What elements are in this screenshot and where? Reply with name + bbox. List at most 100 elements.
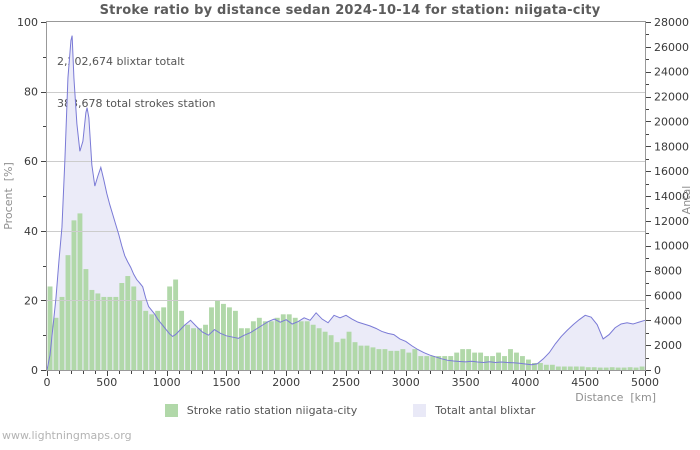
- y-right-tick-label: 14000: [654, 190, 689, 203]
- ratio-bar: [603, 367, 609, 370]
- ratio-bar: [633, 367, 639, 370]
- total-strokes-line: [46, 35, 646, 371]
- ratio-bar: [47, 286, 53, 370]
- y-right-tick-label: 24000: [654, 66, 689, 79]
- ratio-bar: [262, 321, 268, 370]
- y-right-tick-label: 28000: [654, 16, 689, 29]
- ratio-bar: [53, 317, 59, 370]
- ratio-bar: [274, 317, 280, 370]
- ratio-bar: [107, 296, 113, 370]
- ratio-bar: [256, 317, 262, 370]
- ratio-bar: [597, 367, 603, 370]
- ratio-bar: [418, 356, 424, 370]
- ratio-bar: [89, 289, 95, 370]
- ratio-bar: [310, 324, 316, 370]
- ratio-bar: [155, 310, 161, 370]
- ratio-bar: [83, 269, 89, 370]
- y-left-tick-label: 80: [24, 86, 38, 99]
- ratio-bar: [268, 321, 274, 370]
- ratio-bar: [286, 314, 292, 370]
- ratio-bar: [209, 307, 214, 370]
- ratio-bar: [621, 367, 627, 370]
- ratio-bar: [197, 328, 202, 370]
- ratio-bar: [250, 321, 256, 370]
- x-tick-label: 4500: [571, 376, 599, 389]
- ratio-bar: [167, 286, 173, 370]
- ratio-bar: [173, 279, 179, 370]
- ratio-bar: [71, 220, 77, 370]
- ratio-bar: [65, 255, 71, 370]
- ratio-bar: [585, 367, 591, 370]
- ratio-bar: [502, 356, 507, 370]
- y-right-tick-label: 8000: [654, 265, 682, 278]
- ratio-bar: [490, 356, 495, 370]
- ratio-bar: [364, 345, 370, 370]
- ratio-bar: [436, 356, 442, 370]
- y-right-tick-label: 26000: [654, 41, 689, 54]
- ratio-bar: [484, 356, 490, 370]
- y-axis-right-title: Antal: [680, 186, 693, 215]
- ratio-bar: [149, 314, 155, 370]
- ratio-bar: [137, 300, 143, 370]
- ratio-bar: [215, 300, 220, 370]
- ratio-bar: [298, 321, 304, 370]
- x-tick-label: 4000: [511, 376, 539, 389]
- total-strokes-swatch: [413, 404, 427, 417]
- ratio-bar: [555, 366, 561, 370]
- ratio-bar: [561, 366, 567, 370]
- ratio-bar: [238, 328, 244, 370]
- ratio-bar: [161, 307, 167, 370]
- ratio-bar: [227, 307, 232, 370]
- x-tick-label: 1000: [153, 376, 181, 389]
- ratio-bar: [59, 296, 65, 370]
- y-right-tick-label: 22000: [654, 91, 689, 104]
- ratio-bar: [388, 350, 394, 370]
- y-right-tick-label: 16000: [654, 165, 689, 178]
- x-tick-label: 3500: [452, 376, 480, 389]
- y-left-tick-label: 0: [31, 364, 38, 377]
- ratio-bar: [466, 349, 472, 370]
- ratio-bar: [376, 349, 382, 370]
- ratio-bar: [579, 366, 585, 370]
- y-right-tick-label: 12000: [654, 215, 689, 228]
- ratio-bar: [334, 342, 340, 370]
- y-axis-left-title: Procent [%]: [2, 162, 15, 230]
- ratio-bar: [478, 352, 484, 370]
- y-right-tick-label: 4000: [654, 314, 682, 327]
- ratio-bar: [549, 364, 555, 370]
- ratio-bar: [340, 338, 346, 370]
- ratio-bar: [179, 310, 185, 370]
- ratio-bar: [537, 363, 543, 370]
- chart-title: Stroke ratio by distance sedan 2024-10-1…: [99, 3, 601, 18]
- ratio-bar: [609, 367, 615, 370]
- plot-border: [46, 21, 646, 371]
- y-right-tick-label: 18000: [654, 140, 689, 153]
- ratio-bar: [639, 366, 645, 370]
- ratio-bar: [95, 293, 101, 370]
- ratio-bar: [412, 349, 418, 370]
- ratio-bar: [627, 367, 633, 370]
- ratio-bar: [394, 350, 400, 370]
- ratio-bar: [322, 331, 328, 370]
- x-tick-label: 2000: [272, 376, 300, 389]
- y-right-tick-label: 0: [654, 364, 661, 377]
- legend-item-total-strokes: Totalt antal blixtar: [413, 404, 535, 417]
- ratio-bar: [430, 356, 436, 370]
- x-axis-title: Distance [km]: [575, 391, 656, 404]
- y-right-tick-label: 2000: [654, 339, 682, 352]
- ratio-bar: [113, 296, 119, 370]
- ratio-bar: [358, 345, 364, 370]
- ratio-bar: [615, 367, 621, 370]
- ratio-bar: [382, 349, 388, 370]
- y-right-tick-label: 20000: [654, 115, 689, 128]
- ratio-bar: [304, 321, 310, 370]
- ratio-bar: [244, 328, 250, 370]
- x-tick-label: 500: [96, 376, 117, 389]
- ratio-bar: [119, 283, 125, 370]
- x-tick-label: 3000: [392, 376, 420, 389]
- ratio-bar: [346, 331, 352, 370]
- ratio-bar: [125, 276, 131, 370]
- x-tick-label: 0: [44, 376, 51, 389]
